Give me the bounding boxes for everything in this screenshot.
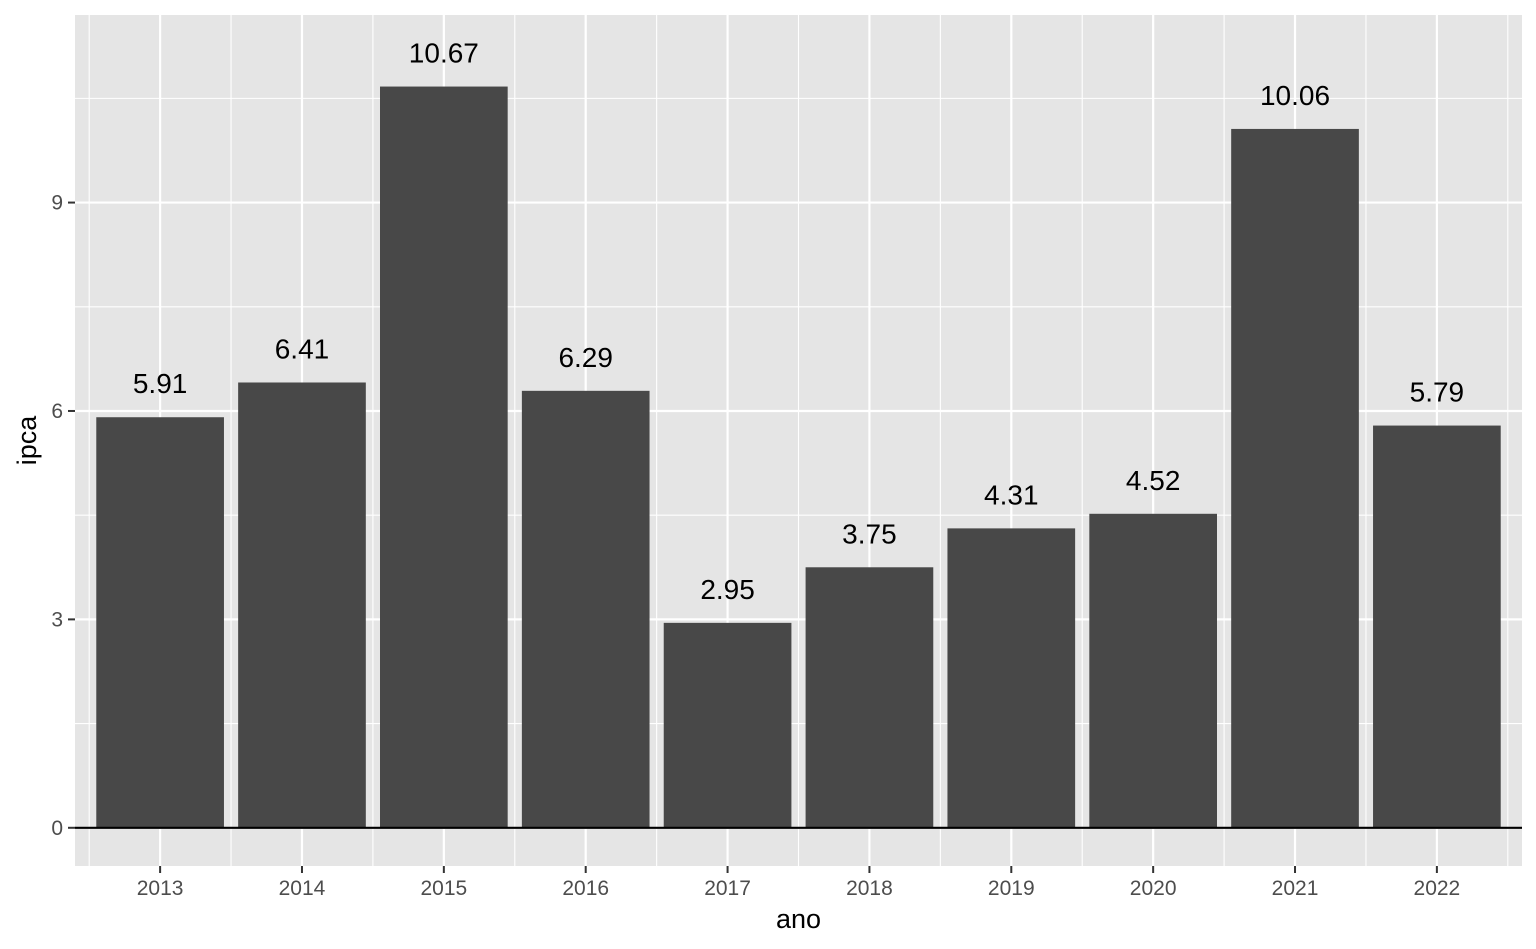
bar-2015 bbox=[380, 86, 508, 828]
x-tick-label-2014: 2014 bbox=[279, 877, 326, 900]
bar-2013 bbox=[96, 417, 224, 828]
x-axis-title: ano bbox=[776, 904, 821, 934]
data-label-2016: 6.29 bbox=[558, 342, 613, 373]
x-tick-label-2019: 2019 bbox=[988, 877, 1035, 900]
data-label-2015: 10.67 bbox=[409, 38, 479, 69]
data-label-2013: 5.91 bbox=[133, 368, 188, 399]
bar-2014 bbox=[238, 382, 366, 828]
data-label-2020: 4.52 bbox=[1126, 465, 1181, 496]
data-label-2014: 6.41 bbox=[275, 333, 330, 364]
bar-2017 bbox=[663, 622, 792, 828]
x-axis: 2013 2014 2015 2016 2017 2018 2019 2020 2021 2022 bbox=[137, 866, 1460, 900]
data-label-2021: 10.06 bbox=[1260, 80, 1330, 111]
bar-2016 bbox=[521, 390, 650, 828]
data-labels: 5.91 6.41 10.67 6.29 2.95 3.75 4.31 4.52 10.06 5.… bbox=[133, 38, 1464, 605]
x-tick-label-2016: 2016 bbox=[562, 877, 609, 900]
y-tick-label: 9 bbox=[51, 192, 63, 215]
y-tick-label: 3 bbox=[51, 608, 63, 631]
x-tick-label-2021: 2021 bbox=[1272, 877, 1319, 900]
y-tick-label: 0 bbox=[51, 817, 63, 840]
x-tick-label-2018: 2018 bbox=[846, 877, 893, 900]
bars bbox=[96, 86, 1501, 828]
x-tick-label-2020: 2020 bbox=[1130, 877, 1177, 900]
bar-2021 bbox=[1231, 128, 1359, 828]
bar-2018 bbox=[805, 567, 934, 828]
data-label-2022: 5.79 bbox=[1410, 377, 1465, 408]
bar-2022 bbox=[1373, 425, 1501, 828]
x-tick-label-2013: 2013 bbox=[137, 877, 184, 900]
y-axis: 0 3 6 9 bbox=[51, 192, 75, 840]
data-label-2018: 3.75 bbox=[842, 518, 897, 549]
bar-2019 bbox=[947, 528, 1076, 828]
data-label-2019: 4.31 bbox=[984, 479, 1039, 510]
x-tick-label-2017: 2017 bbox=[704, 877, 751, 900]
y-axis-title: ipca bbox=[12, 415, 42, 466]
y-tick-label: 6 bbox=[51, 400, 63, 423]
data-label-2017: 2.95 bbox=[700, 574, 755, 605]
x-tick-label-2022: 2022 bbox=[1414, 877, 1461, 900]
x-tick-label-2015: 2015 bbox=[420, 877, 467, 900]
bar-2020 bbox=[1089, 513, 1217, 828]
